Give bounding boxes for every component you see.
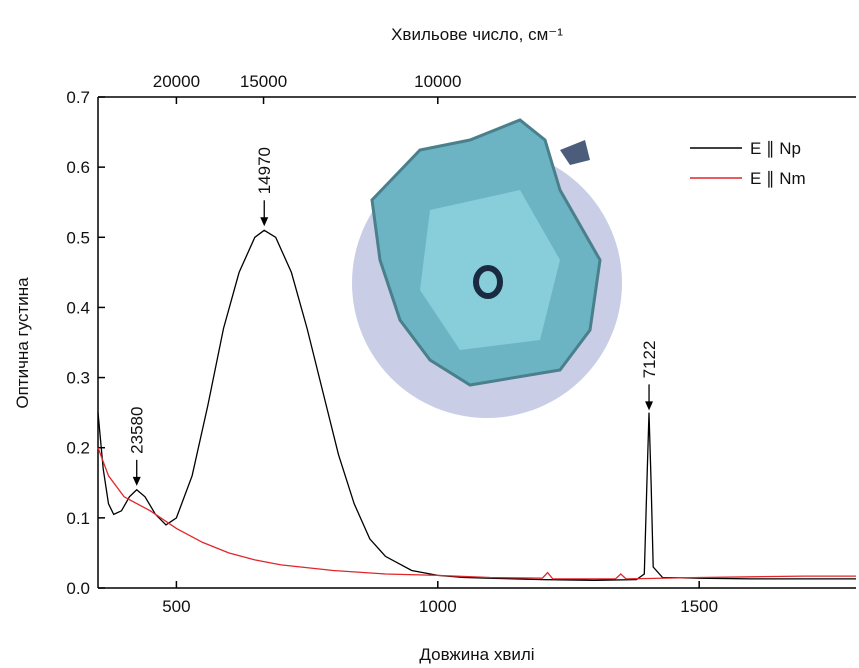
top-axis-title: Хвильове число, см⁻¹ — [391, 25, 563, 44]
top-tick-label: 10000 — [414, 72, 461, 91]
y-tick-label: 0.2 — [66, 439, 90, 458]
x-axis-title: Довжина хвилі — [419, 645, 534, 664]
y-tick-label: 0.4 — [66, 298, 90, 317]
legend-label: E ∥ Np — [750, 139, 801, 158]
peak-label: 7122 — [640, 341, 659, 379]
y-tick-label: 0.6 — [66, 158, 90, 177]
inset-photo — [352, 120, 622, 418]
y-tick-label: 0.3 — [66, 369, 90, 388]
peak-arrowhead — [645, 401, 653, 410]
top-tick-label: 15000 — [240, 72, 287, 91]
x-tick-label: 1000 — [419, 597, 457, 616]
peak-label: 23580 — [128, 407, 147, 454]
peak-arrowhead — [133, 477, 141, 486]
series-line — [98, 448, 856, 579]
y-tick-label: 0.7 — [66, 88, 90, 107]
peak-label: 14970 — [255, 147, 274, 194]
y-axis-title: Оптична густина — [13, 277, 32, 409]
top-tick-label: 20000 — [153, 72, 200, 91]
legend-label: E ∥ Nm — [750, 169, 806, 188]
y-tick-label: 0.1 — [66, 509, 90, 528]
x-tick-label: 1500 — [680, 597, 718, 616]
chart: Довжина хвилі Оптична густина Хвильове ч… — [0, 0, 859, 668]
y-tick-label: 0.5 — [66, 228, 90, 247]
y-tick-label: 0.0 — [66, 579, 90, 598]
x-tick-label: 500 — [162, 597, 190, 616]
peak-arrowhead — [260, 217, 268, 226]
